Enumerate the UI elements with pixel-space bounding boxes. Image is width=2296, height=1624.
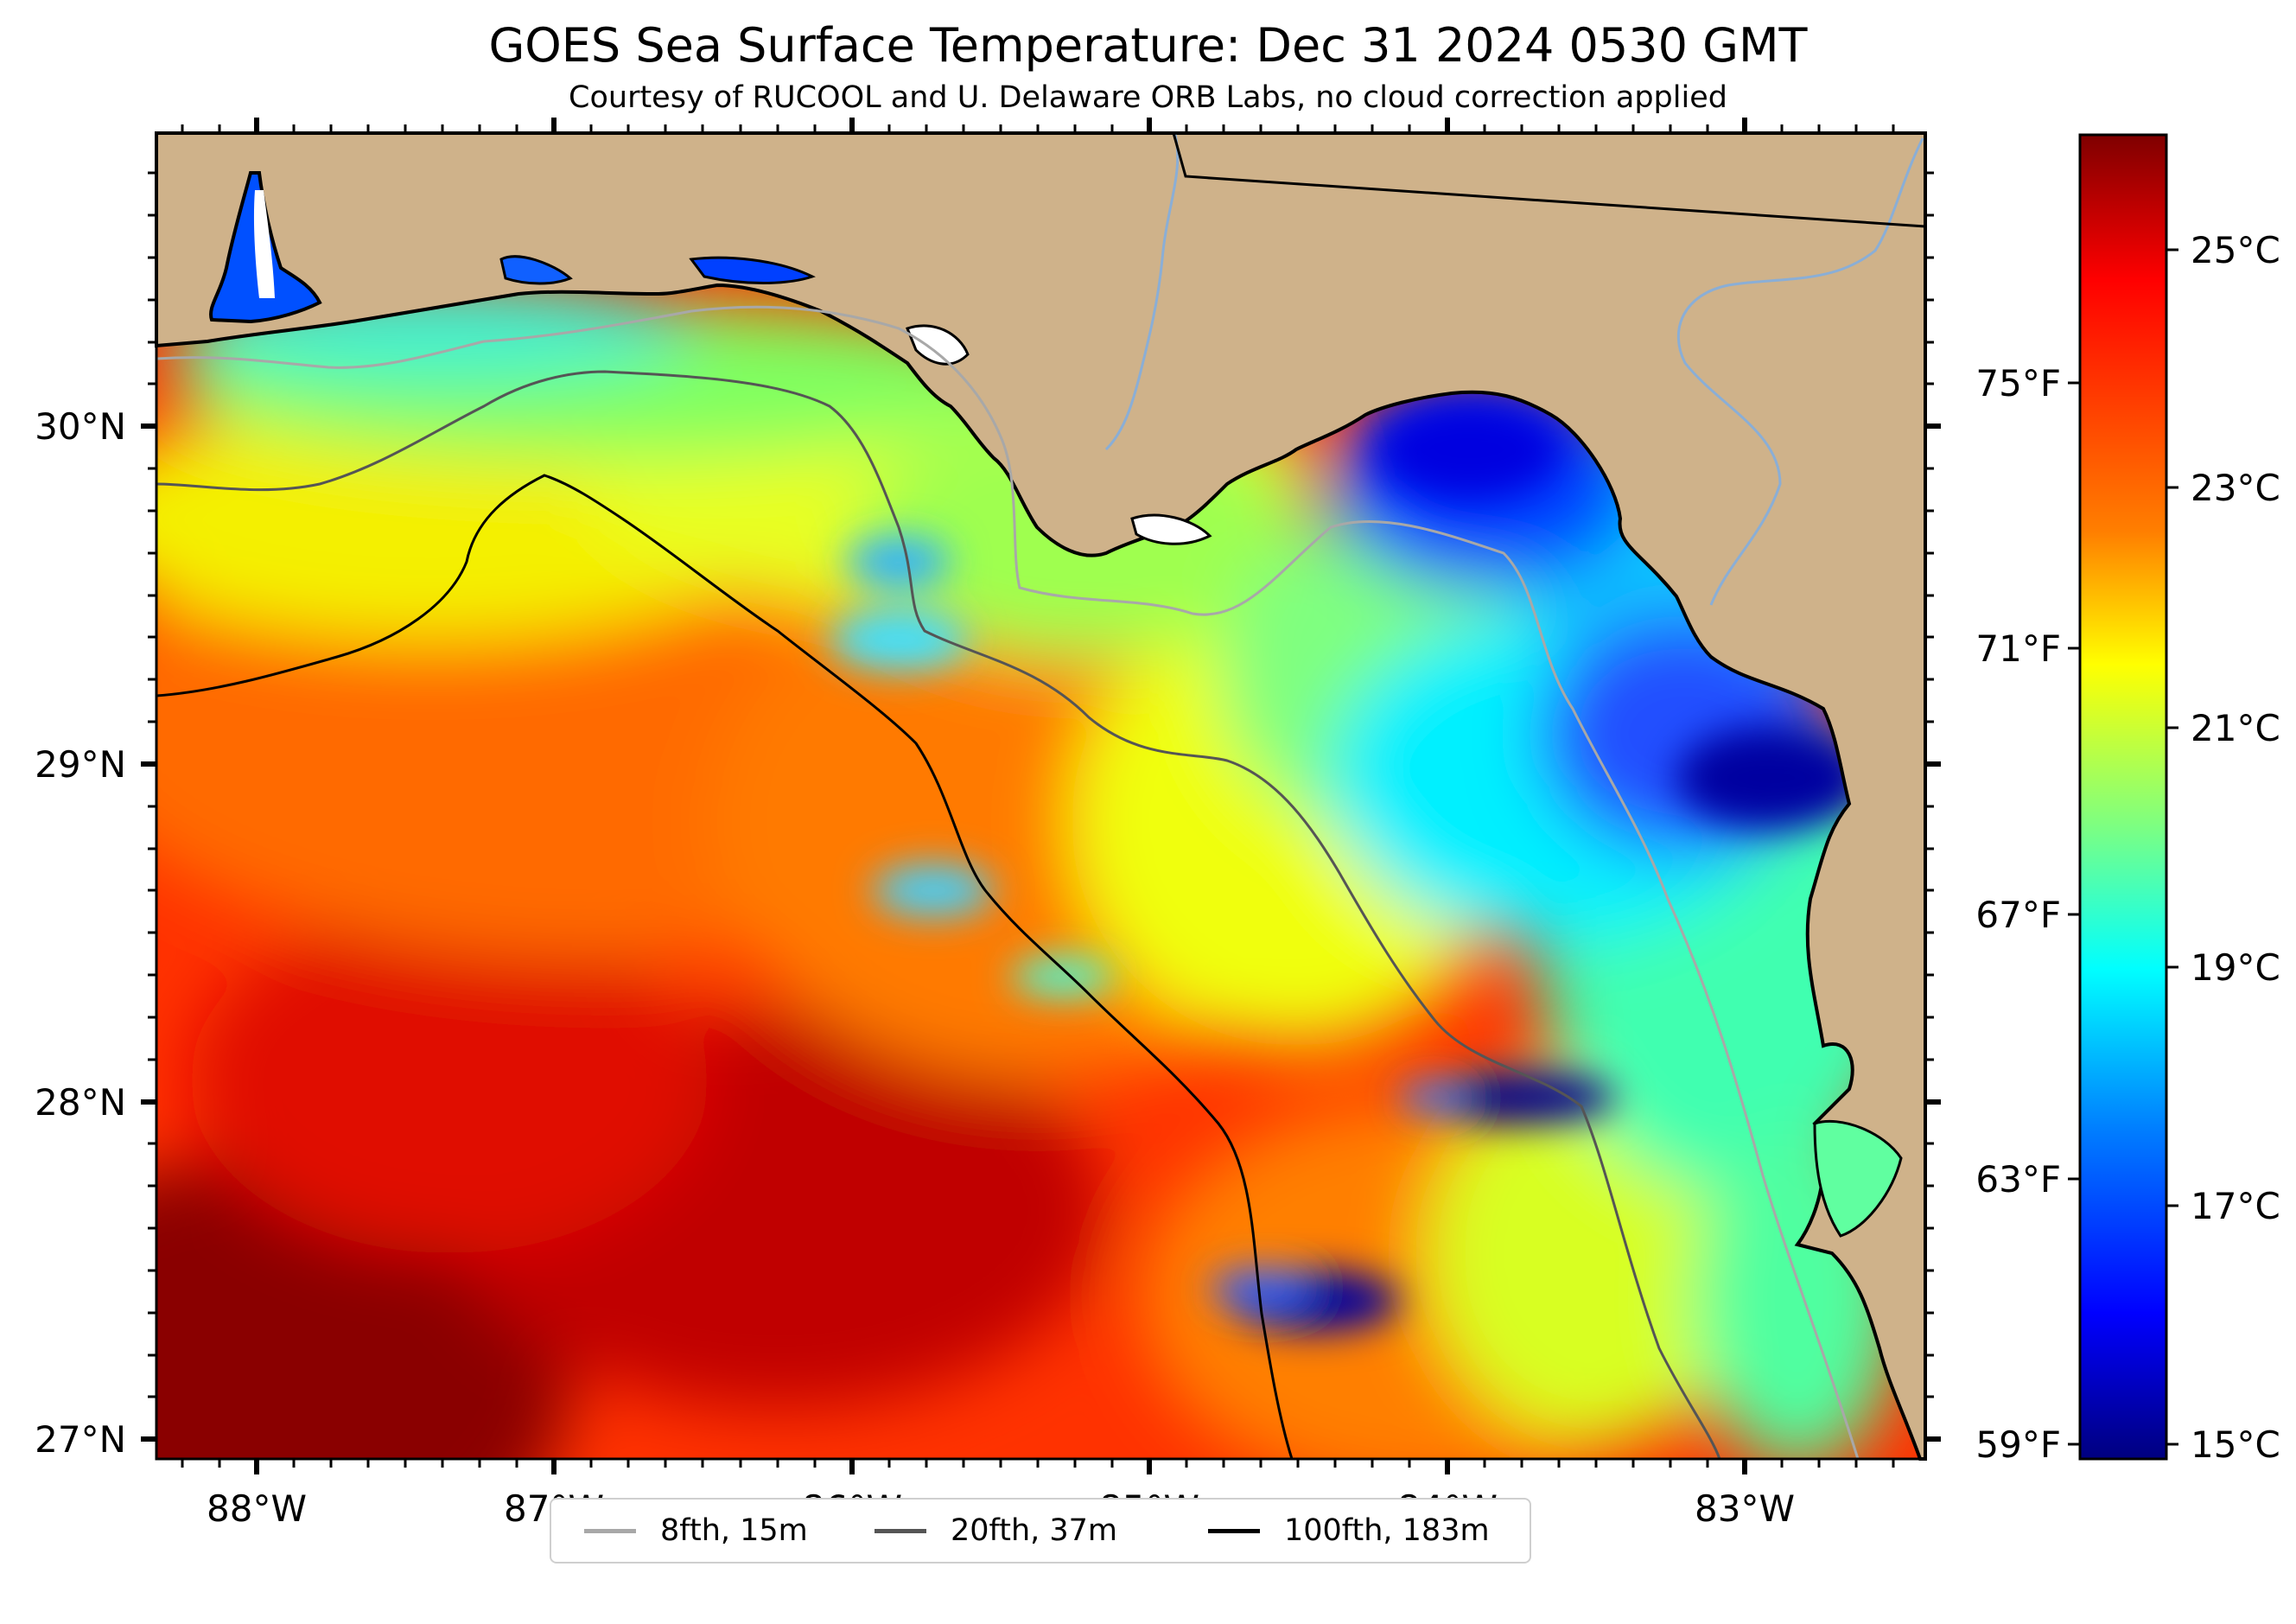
lon-minor-ticks bbox=[181, 124, 1895, 1468]
apalachicola-bay bbox=[1130, 513, 1212, 545]
celsius-ticks bbox=[2166, 248, 2178, 1446]
lat-label-29n: 29°N bbox=[35, 743, 126, 786]
contour-100fth bbox=[156, 474, 1294, 1459]
lat-minor-ticks bbox=[148, 171, 1934, 1398]
colorbar-f-71: 71°F bbox=[1975, 627, 2061, 670]
contour-20fth bbox=[156, 370, 1721, 1459]
legend-label-100fth: 100fth, 183m bbox=[1284, 1513, 1490, 1548]
chart-title: GOES Sea Surface Temperature: Dec 31 202… bbox=[488, 18, 1808, 73]
colorbar bbox=[2078, 133, 2168, 1461]
st-andrew-bay bbox=[906, 324, 970, 366]
colorbar-f-75: 75°F bbox=[1975, 362, 2061, 404]
tampa-bay bbox=[1813, 1119, 1903, 1238]
legend-label-8fth: 8fth, 15m bbox=[660, 1513, 808, 1548]
no-data-patch bbox=[253, 190, 275, 298]
colorbar-f-59: 59°F bbox=[1975, 1423, 2061, 1466]
land-mass bbox=[155, 131, 1927, 1461]
chart-subtitle: Courtesy of RUCOOL and U. Delaware ORB L… bbox=[569, 80, 1727, 115]
colorbar-c-15: 15°C bbox=[2191, 1423, 2280, 1466]
colorbar-c-25: 25°C bbox=[2191, 229, 2280, 271]
colorbar-f-67: 67°F bbox=[1975, 894, 2061, 936]
legend-item-8fth: 8fth, 15m bbox=[584, 1500, 808, 1562]
lon-label-83w: 83°W bbox=[1695, 1487, 1795, 1530]
pensacola-bay bbox=[499, 255, 573, 285]
lat-label-30n: 30°N bbox=[35, 405, 126, 448]
colorbar-c-19: 19°C bbox=[2191, 946, 2280, 989]
lat-major-ticks bbox=[141, 424, 1941, 1442]
legend-swatch-20fth bbox=[875, 1528, 926, 1533]
fahrenheit-ticks bbox=[2068, 381, 2080, 1446]
lat-label-28n: 28°N bbox=[35, 1081, 126, 1124]
legend-swatch-8fth bbox=[584, 1528, 636, 1533]
choctawhatchee-bay bbox=[689, 256, 816, 284]
lon-label-88w: 88°W bbox=[207, 1487, 307, 1530]
contour-legend: 8fth, 15m 20fth, 37m 100fth, 183m bbox=[550, 1498, 1531, 1563]
contour-8fth bbox=[156, 305, 1860, 1459]
legend-item-20fth: 20fth, 37m bbox=[875, 1500, 1117, 1562]
sst-field bbox=[156, 133, 1925, 1459]
colorbar-c-23: 23°C bbox=[2191, 467, 2280, 509]
lon-major-ticks bbox=[254, 118, 1747, 1474]
legend-label-20fth: 20fth, 37m bbox=[951, 1513, 1118, 1548]
map-frame bbox=[155, 131, 1927, 1461]
colorbar-c-21: 21°C bbox=[2191, 707, 2280, 749]
colorbar-c-17: 17°C bbox=[2191, 1185, 2280, 1227]
colorbar-f-63: 63°F bbox=[1975, 1158, 2061, 1200]
legend-swatch-100fth bbox=[1208, 1528, 1260, 1533]
legend-item-100fth: 100fth, 183m bbox=[1208, 1500, 1490, 1562]
state-boundary bbox=[1172, 132, 1926, 228]
lat-label-27n: 27°N bbox=[35, 1418, 126, 1461]
rivers bbox=[1104, 134, 1924, 606]
